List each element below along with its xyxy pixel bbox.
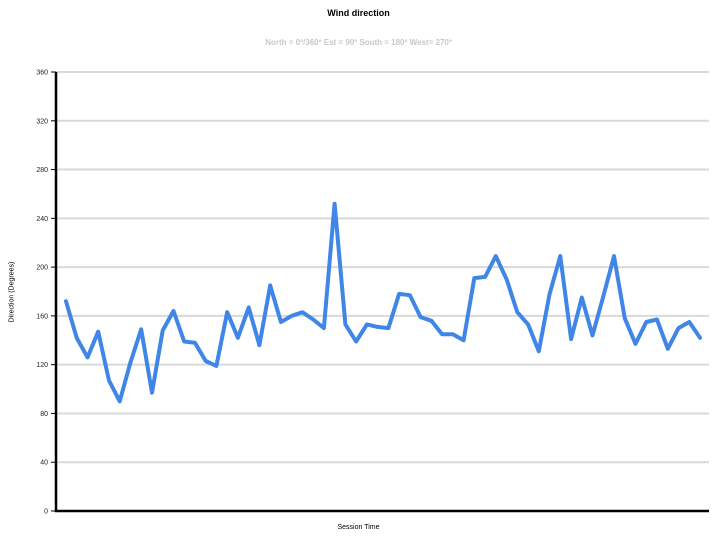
y-tick-label-120: 120 [36, 362, 48, 369]
y-tick-label-320: 320 [36, 118, 48, 125]
y-tick-label-80: 80 [40, 411, 48, 418]
axes [51, 71, 709, 513]
chart-title: Wind direction [327, 8, 390, 18]
y-tick-label-0: 0 [44, 509, 48, 516]
y-tick-label-360: 360 [36, 70, 48, 77]
series-line-0 [64, 201, 702, 404]
y-tick-label-280: 280 [36, 167, 48, 174]
chart-subtitle: North = 0º/360º Est = 90º South = 180º W… [265, 38, 452, 47]
series-layer [64, 201, 702, 404]
x-axis-label: Session Time [337, 524, 380, 531]
y-tick-labels: 0 40 80 120 160 200 240 280 320 360 [36, 70, 48, 516]
y-tick-label-200: 200 [36, 265, 48, 272]
y-tick-label-240: 240 [36, 216, 48, 223]
y-tick-label-160: 160 [36, 313, 48, 320]
y-tick-label-40: 40 [40, 460, 48, 467]
gridlines [56, 71, 709, 464]
